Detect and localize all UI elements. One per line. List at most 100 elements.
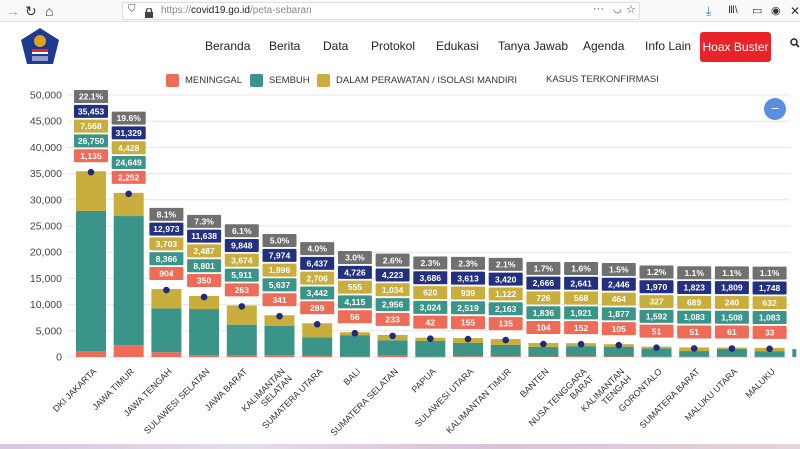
x-tick-label: PAPUA [410, 366, 438, 394]
data-label-perawatan: 3,703 [156, 239, 178, 249]
label-box-meninggal [337, 310, 372, 324]
reload-icon[interactable]: ↻ [25, 3, 37, 19]
nav-info-lain[interactable]: Info Lain [645, 39, 692, 53]
data-label-meninggal: 105 [612, 324, 627, 334]
chart-legend: MENINGGAL SEMBUH DALAM PERAWATAN / ISOLA… [0, 70, 800, 92]
data-label-perawatan: 620 [423, 288, 438, 298]
data-label-sembuh: 4,115 [344, 297, 365, 307]
legend-label: KASUS TERKONFIRMASI [546, 74, 659, 85]
data-label-terkonfirmasi: 2,446 [608, 279, 630, 289]
data-label-perawatan: 555 [348, 282, 363, 292]
label-box-meninggal [262, 293, 297, 307]
bars [76, 168, 797, 358]
data-label-terkonfirmasi: 3,686 [420, 273, 442, 283]
data-label-meninggal: 289 [310, 303, 325, 313]
data-label-terkonfirmasi: 2,641 [570, 278, 592, 288]
label-box-terkonfirmasi [752, 281, 787, 295]
data-label-sembuh: 1,921 [570, 308, 592, 318]
sidebar-icon[interactable]: ▭ [752, 5, 763, 17]
label-box-perawatan [187, 244, 222, 258]
data-label-persen: 1.1% [684, 268, 704, 278]
y-tick-label: 5,000 [36, 325, 62, 337]
more-icon[interactable]: ··· [593, 3, 604, 15]
label-box-terkonfirmasi [300, 256, 335, 270]
confirmed-dot [577, 340, 585, 348]
data-label-terkonfirmasi: 9,848 [231, 241, 253, 251]
nav-beranda[interactable]: Beranda [205, 39, 251, 53]
y-tick-label: 20,000 [30, 247, 62, 259]
data-label-terkonfirmasi: 2,666 [533, 278, 555, 288]
data-label-terkonfirmasi: 31,329 [116, 128, 143, 138]
data-label-persen: 1.1% [722, 268, 742, 278]
data-label-terkonfirmasi: 1,748 [759, 283, 781, 293]
label-box-terkonfirmasi [488, 272, 523, 286]
bar-segment-meninggal [377, 355, 408, 357]
label-box-persen [262, 234, 297, 248]
confirmed-dot [87, 168, 95, 176]
data-label-terkonfirmasi: 3,613 [457, 273, 479, 283]
bar-segment-sembuh [226, 324, 257, 356]
hoax-buster-button[interactable]: Hoax Buster [700, 32, 771, 62]
site-header: Beranda Berita Data Protokol Edukasi Tan… [0, 22, 800, 70]
data-label-terkonfirmasi: 1,809 [721, 283, 743, 293]
home-icon[interactable]: ⌂ [45, 3, 54, 19]
y-tick-label: 50,000 [30, 90, 62, 102]
label-box-perawatan [337, 280, 372, 294]
data-label-terkonfirmasi: 7,974 [269, 250, 291, 260]
bar-segment-meninggal [339, 356, 370, 358]
bar-segment-meninggal [415, 356, 446, 358]
bar-segment-meninggal [603, 356, 634, 357]
x-tick-label: SULAWESI SELATAN [142, 366, 212, 436]
data-label-sembuh: 8,801 [193, 261, 215, 271]
y-tick-label: 25,000 [30, 221, 62, 233]
data-label-meninggal: 42 [426, 317, 436, 327]
nav-protokol[interactable]: Protokol [371, 39, 416, 53]
bar-segment-sembuh [189, 309, 220, 356]
url-bar[interactable]: ⛉ https://covid19.go.id/peta-sebaran ···… [122, 2, 640, 20]
label-box-perawatan [601, 292, 636, 306]
label-box-meninggal [300, 301, 335, 315]
nav-edukasi[interactable]: Edukasi [436, 39, 479, 53]
data-label-perawatan: 4,428 [118, 143, 140, 153]
forward-icon[interactable]: → [6, 3, 20, 19]
legend-label: DALAM PERAWATAN / ISOLASI MANDIRI [336, 75, 518, 86]
bar-segment-sembuh [490, 344, 521, 357]
nav-agenda[interactable]: Agenda [583, 39, 625, 53]
account-icon[interactable]: ◉ [771, 5, 781, 17]
star-icon[interactable]: ☆ [626, 4, 636, 16]
bar-segment-meninggal [302, 355, 333, 357]
bar-segment-meninggal [76, 351, 106, 357]
label-box-persen [111, 111, 146, 125]
covid19-logo[interactable] [20, 27, 60, 65]
legend-item-sembuh[interactable]: SEMBUH [250, 74, 310, 87]
legend-item-meninggal[interactable]: MENINGGAL [166, 74, 242, 87]
data-label-meninggal: 104 [536, 323, 551, 333]
legend-item-perawatan[interactable]: DALAM PERAWATAN / ISOLASI MANDIRI [317, 74, 517, 87]
label-box-persen [74, 90, 108, 104]
pocket-icon[interactable]: ◡ [613, 4, 622, 15]
download-icon[interactable]: ⤓ [706, 4, 712, 18]
data-label-sembuh: 1,877 [608, 309, 630, 319]
nav-data[interactable]: Data [323, 39, 349, 53]
data-label-perawatan: 632 [762, 298, 777, 308]
label-box-sembuh [375, 298, 410, 312]
data-label-terkonfirmasi: 3,420 [495, 274, 517, 284]
data-label-perawatan: 1,034 [382, 285, 404, 295]
shield-icon[interactable]: ⛉ [128, 4, 136, 15]
collapse-fab-button[interactable]: − [764, 98, 786, 120]
library-icon[interactable]: Ⅲ\ [728, 5, 738, 16]
legend-item-terkonfirmasi[interactable]: KASUS TERKONFIRMASI [546, 74, 659, 85]
search-icon[interactable] [790, 38, 800, 51]
bar-segment-meninggal [189, 355, 220, 357]
label-box-meninggal [111, 170, 146, 184]
label-box-terkonfirmasi [337, 265, 372, 279]
label-box-terkonfirmasi [601, 277, 636, 291]
label-box-sembuh [337, 295, 372, 309]
nav-tanya-jawab[interactable]: Tanya Jawab [498, 39, 569, 53]
data-label-sembuh: 2,956 [382, 300, 404, 310]
label-box-persen [337, 251, 372, 265]
nav-berita[interactable]: Berita [269, 39, 301, 53]
close-icon[interactable]: ✕ [790, 4, 800, 18]
confirmed-dot [313, 320, 321, 328]
data-label-persen: 2.3% [458, 258, 478, 268]
